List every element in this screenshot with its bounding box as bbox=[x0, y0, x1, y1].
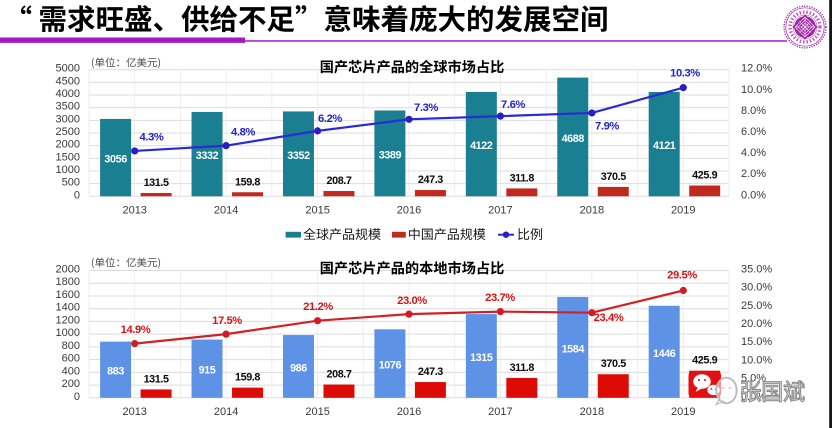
svg-text:29.5%: 29.5% bbox=[667, 270, 697, 282]
svg-text:1800: 1800 bbox=[56, 276, 80, 288]
svg-text:1076: 1076 bbox=[379, 360, 402, 372]
svg-text:2016: 2016 bbox=[397, 406, 421, 418]
svg-text:30.0%: 30.0% bbox=[741, 282, 772, 294]
svg-text:2018: 2018 bbox=[580, 406, 604, 418]
svg-text:0: 0 bbox=[74, 189, 80, 201]
svg-text:3000: 3000 bbox=[56, 113, 80, 125]
svg-text:3332: 3332 bbox=[196, 150, 219, 162]
svg-text:23.0%: 23.0% bbox=[397, 295, 427, 307]
svg-text:21.2%: 21.2% bbox=[303, 301, 333, 313]
svg-text:3352: 3352 bbox=[287, 150, 310, 162]
svg-text:4500: 4500 bbox=[56, 75, 80, 87]
svg-text:2015: 2015 bbox=[305, 205, 329, 217]
svg-text:425.9: 425.9 bbox=[692, 355, 717, 367]
svg-text:200: 200 bbox=[62, 378, 80, 390]
svg-text:1500: 1500 bbox=[56, 151, 80, 163]
svg-text:17.5%: 17.5% bbox=[212, 315, 242, 327]
svg-text:7.6%: 7.6% bbox=[501, 99, 525, 111]
svg-text:1315: 1315 bbox=[470, 352, 493, 364]
svg-text:500: 500 bbox=[62, 177, 80, 189]
svg-text:370.5: 370.5 bbox=[601, 171, 626, 183]
svg-text:7.9%: 7.9% bbox=[595, 121, 619, 133]
svg-text:2017: 2017 bbox=[488, 406, 512, 418]
svg-text:986: 986 bbox=[290, 362, 307, 374]
svg-text:4121: 4121 bbox=[653, 140, 676, 152]
svg-text:10.3%: 10.3% bbox=[670, 68, 700, 80]
svg-text:10.0%: 10.0% bbox=[741, 84, 772, 96]
svg-text:2000: 2000 bbox=[56, 264, 80, 276]
svg-text:1000: 1000 bbox=[56, 164, 80, 176]
svg-text:2014: 2014 bbox=[214, 205, 238, 217]
svg-text:6.2%: 6.2% bbox=[318, 113, 342, 125]
svg-text:2014: 2014 bbox=[214, 406, 238, 418]
svg-text:8.0%: 8.0% bbox=[741, 105, 766, 117]
svg-text:2500: 2500 bbox=[56, 126, 80, 138]
svg-text:3056: 3056 bbox=[104, 154, 127, 166]
svg-text:1600: 1600 bbox=[56, 289, 80, 301]
svg-text:311.8: 311.8 bbox=[510, 172, 535, 184]
svg-text:400: 400 bbox=[62, 365, 80, 377]
svg-text:2015: 2015 bbox=[305, 406, 329, 418]
svg-text:370.5: 370.5 bbox=[601, 358, 626, 370]
svg-text:2.0%: 2.0% bbox=[741, 168, 766, 180]
svg-text:208.7: 208.7 bbox=[326, 369, 351, 381]
svg-text:915: 915 bbox=[199, 365, 216, 377]
svg-text:2018: 2018 bbox=[580, 205, 604, 217]
svg-text:7.3%: 7.3% bbox=[414, 102, 438, 114]
svg-text:2013: 2013 bbox=[122, 205, 146, 217]
svg-text:2013: 2013 bbox=[122, 406, 146, 418]
svg-text:0.0%: 0.0% bbox=[741, 189, 766, 201]
svg-text:4.0%: 4.0% bbox=[741, 147, 766, 159]
svg-text:131.5: 131.5 bbox=[144, 177, 169, 189]
svg-text:20.0%: 20.0% bbox=[741, 318, 772, 330]
svg-text:2017: 2017 bbox=[488, 205, 512, 217]
svg-text:25.0%: 25.0% bbox=[741, 300, 772, 312]
svg-text:159.8: 159.8 bbox=[235, 176, 260, 188]
svg-text:15.0%: 15.0% bbox=[741, 336, 772, 348]
svg-text:425.9: 425.9 bbox=[692, 170, 717, 182]
svg-text:600: 600 bbox=[62, 353, 80, 365]
svg-text:247.3: 247.3 bbox=[418, 366, 443, 378]
svg-text:5000: 5000 bbox=[56, 63, 80, 75]
svg-text:3500: 3500 bbox=[56, 101, 80, 113]
svg-text:1200: 1200 bbox=[56, 314, 80, 326]
svg-text:1584: 1584 bbox=[562, 343, 585, 355]
svg-text:208.7: 208.7 bbox=[326, 175, 351, 187]
svg-text:2016: 2016 bbox=[397, 205, 421, 217]
svg-text:23.4%: 23.4% bbox=[594, 312, 624, 324]
svg-text:4.8%: 4.8% bbox=[231, 127, 255, 139]
svg-text:6.0%: 6.0% bbox=[741, 126, 766, 138]
svg-text:2019: 2019 bbox=[671, 406, 695, 418]
svg-text:4.3%: 4.3% bbox=[140, 132, 164, 144]
svg-text:1400: 1400 bbox=[56, 302, 80, 314]
svg-text:12.0%: 12.0% bbox=[741, 63, 772, 75]
svg-text:159.8: 159.8 bbox=[235, 372, 260, 384]
svg-text:10.0%: 10.0% bbox=[741, 354, 772, 366]
svg-text:247.3: 247.3 bbox=[418, 174, 443, 186]
svg-text:131.5: 131.5 bbox=[144, 373, 169, 385]
svg-text:1446: 1446 bbox=[653, 348, 676, 360]
svg-text:883: 883 bbox=[107, 366, 124, 378]
svg-text:4000: 4000 bbox=[56, 88, 80, 100]
svg-text:3389: 3389 bbox=[379, 149, 402, 161]
svg-text:0: 0 bbox=[74, 391, 80, 403]
svg-text:14.9%: 14.9% bbox=[121, 324, 151, 336]
svg-text:2019: 2019 bbox=[671, 205, 695, 217]
svg-text:4122: 4122 bbox=[470, 140, 493, 152]
svg-text:2000: 2000 bbox=[56, 139, 80, 151]
svg-text:311.8: 311.8 bbox=[510, 362, 535, 374]
svg-text:4688: 4688 bbox=[562, 133, 585, 145]
svg-text:35.0%: 35.0% bbox=[741, 264, 772, 276]
svg-text:800: 800 bbox=[62, 340, 80, 352]
svg-text:23.7%: 23.7% bbox=[485, 292, 515, 304]
svg-text:1000: 1000 bbox=[56, 327, 80, 339]
